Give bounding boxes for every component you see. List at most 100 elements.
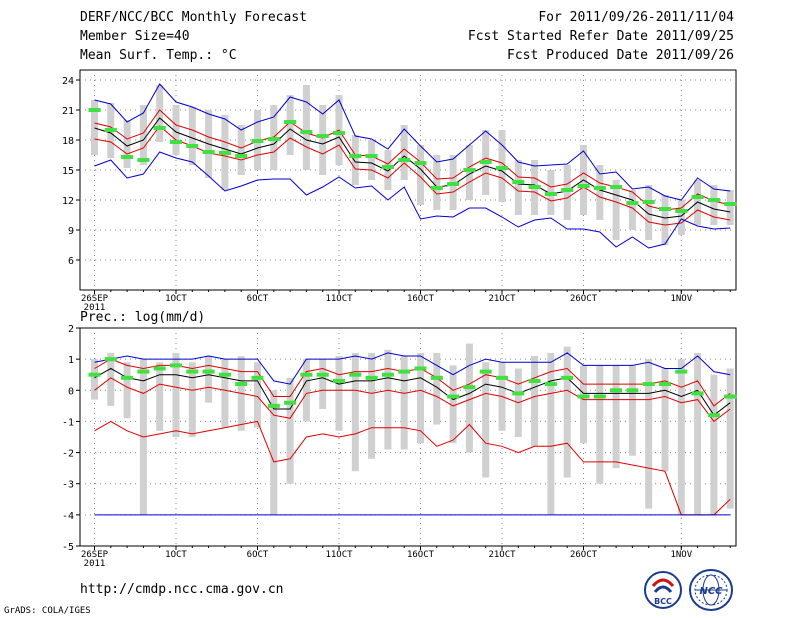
prec-xtick-label: 26SEP xyxy=(81,550,109,560)
temp-member-range-bar xyxy=(465,145,473,200)
prec--1-sigma-line xyxy=(94,358,731,407)
temp-member-range-bar xyxy=(514,160,522,215)
temp-maximum-line xyxy=(94,83,731,201)
temp-member-range-bar xyxy=(188,107,196,165)
prec-member-range-bar xyxy=(270,390,278,515)
temp-climate-marker xyxy=(642,200,655,204)
prec-member-range-bar xyxy=(205,356,213,403)
temp-member-range-bar xyxy=(677,200,685,235)
temp-xtick-label: 11OCT xyxy=(325,294,353,304)
prec-climate-marker xyxy=(121,375,134,380)
prec-climate-marker xyxy=(528,378,541,383)
prec-climate-marker xyxy=(544,382,557,387)
temp-climate-marker xyxy=(316,134,329,138)
prec-climate-marker xyxy=(512,391,525,396)
prec-member-range-bar xyxy=(91,359,98,400)
temp-ensemble-mean-line xyxy=(94,117,731,219)
temp-member-range-bar xyxy=(384,150,392,190)
temp-climate-marker xyxy=(365,154,378,158)
temp-climate-marker xyxy=(235,154,248,158)
temp-xtick-year: 2011 xyxy=(84,303,106,313)
temp-climate-marker xyxy=(88,108,101,112)
prec-xtick-label: 21OCT xyxy=(488,550,516,560)
temp-member-range-bar xyxy=(400,125,408,180)
temp-climate-marker xyxy=(528,185,541,189)
temp-climate-marker xyxy=(121,155,134,159)
prec-climate-marker xyxy=(610,388,623,393)
prec-xtick-label: 26OCT xyxy=(570,550,598,560)
prec-member-range-bar xyxy=(677,359,685,515)
temp-ytick-label: 12 xyxy=(62,196,74,207)
temp-member-range-bar xyxy=(319,105,327,175)
prec-climate-marker xyxy=(707,413,720,418)
prec-ytick-label: -4 xyxy=(62,511,74,522)
prec-ytick-label: -5 xyxy=(62,542,74,553)
temp-climate-marker xyxy=(202,150,215,154)
footer-url[interactable]: http://cmdp.ncc.cma.gov.cn xyxy=(80,582,284,597)
forecast-period: For 2011/09/26-2011/11/04 xyxy=(538,10,734,25)
temp-member-range-bar xyxy=(596,165,604,220)
prec-member-range-bar xyxy=(302,359,310,422)
prec-ytick-label: -3 xyxy=(62,480,74,491)
prec-climate-marker xyxy=(593,394,606,399)
prec-climate-marker xyxy=(218,372,231,377)
temp-climate-marker xyxy=(251,139,264,143)
temp-climate-marker xyxy=(479,160,492,164)
temp-member-range-bar xyxy=(123,120,131,168)
prec-climate-marker xyxy=(333,378,345,383)
temp--1-sigma-line xyxy=(94,109,731,211)
prec-climate-marker xyxy=(88,372,101,377)
temp-member-range-bar xyxy=(172,105,180,155)
prec-member-range-bar xyxy=(188,362,196,437)
prec-climate-marker xyxy=(284,400,297,405)
prec-member-range-bar xyxy=(563,346,571,478)
prec-climate-marker xyxy=(479,369,492,374)
temp-climate-marker xyxy=(349,154,362,158)
temp-xtick-label: 26SEP xyxy=(81,294,109,304)
temp-climate-marker xyxy=(284,120,297,124)
prec-climate-marker xyxy=(365,375,378,380)
prec-climate-marker xyxy=(316,372,329,377)
prec-member-range-bar xyxy=(368,352,376,459)
temp-climate-marker xyxy=(626,201,639,205)
prec-member-range-bar xyxy=(172,352,180,437)
temp-climate-marker xyxy=(398,158,411,162)
prec-member-range-bar xyxy=(123,362,131,419)
forecast-start-date: Fcst Started Refer Date 2011/09/25 xyxy=(467,29,734,44)
temp-ytick-label: 21 xyxy=(62,106,74,117)
prec-climate-marker xyxy=(153,366,166,371)
temp-member-range-bar xyxy=(433,155,441,210)
prec-member-range-bar xyxy=(286,377,294,484)
temp-climate-marker xyxy=(675,209,688,213)
temp-minimum-line xyxy=(94,151,731,249)
prec-member-range-bar xyxy=(156,362,164,431)
temp-member-range-bar xyxy=(612,180,620,240)
prec-climate-marker xyxy=(675,369,688,374)
temp-climate-marker xyxy=(561,188,574,192)
prec-climate-marker xyxy=(381,372,394,377)
temp-climate-marker xyxy=(577,184,590,188)
temp-xtick-label: 21OCT xyxy=(488,294,516,304)
temp-member-range-bar xyxy=(368,140,376,180)
prec-ytick-label: 1 xyxy=(68,355,74,366)
temp-member-range-bar xyxy=(237,125,245,175)
forecast-produce-date: Fcst Produced Date 2011/09/26 xyxy=(507,48,734,63)
prec-member-range-bar xyxy=(335,356,343,431)
ncc-logo: NCC xyxy=(688,568,734,612)
temp-member-range-bar xyxy=(351,135,359,185)
precip-label: Prec.: log(mm/d) xyxy=(80,310,206,325)
prec-climate-marker xyxy=(691,391,704,396)
temp-climate-marker xyxy=(170,140,182,144)
prec-member-range-bar xyxy=(612,365,620,469)
prec-member-range-bar xyxy=(449,365,457,444)
temp-climate-marker xyxy=(659,207,671,211)
prec-climate-marker xyxy=(349,372,362,377)
temp-xtick-label: 1OCT xyxy=(165,294,187,304)
temp-climate-marker xyxy=(218,151,231,155)
temp-climate-marker xyxy=(544,192,557,196)
temp-climate-marker xyxy=(724,202,737,206)
svg-text:NCC: NCC xyxy=(699,586,723,597)
prec-member-range-bar xyxy=(384,349,392,450)
